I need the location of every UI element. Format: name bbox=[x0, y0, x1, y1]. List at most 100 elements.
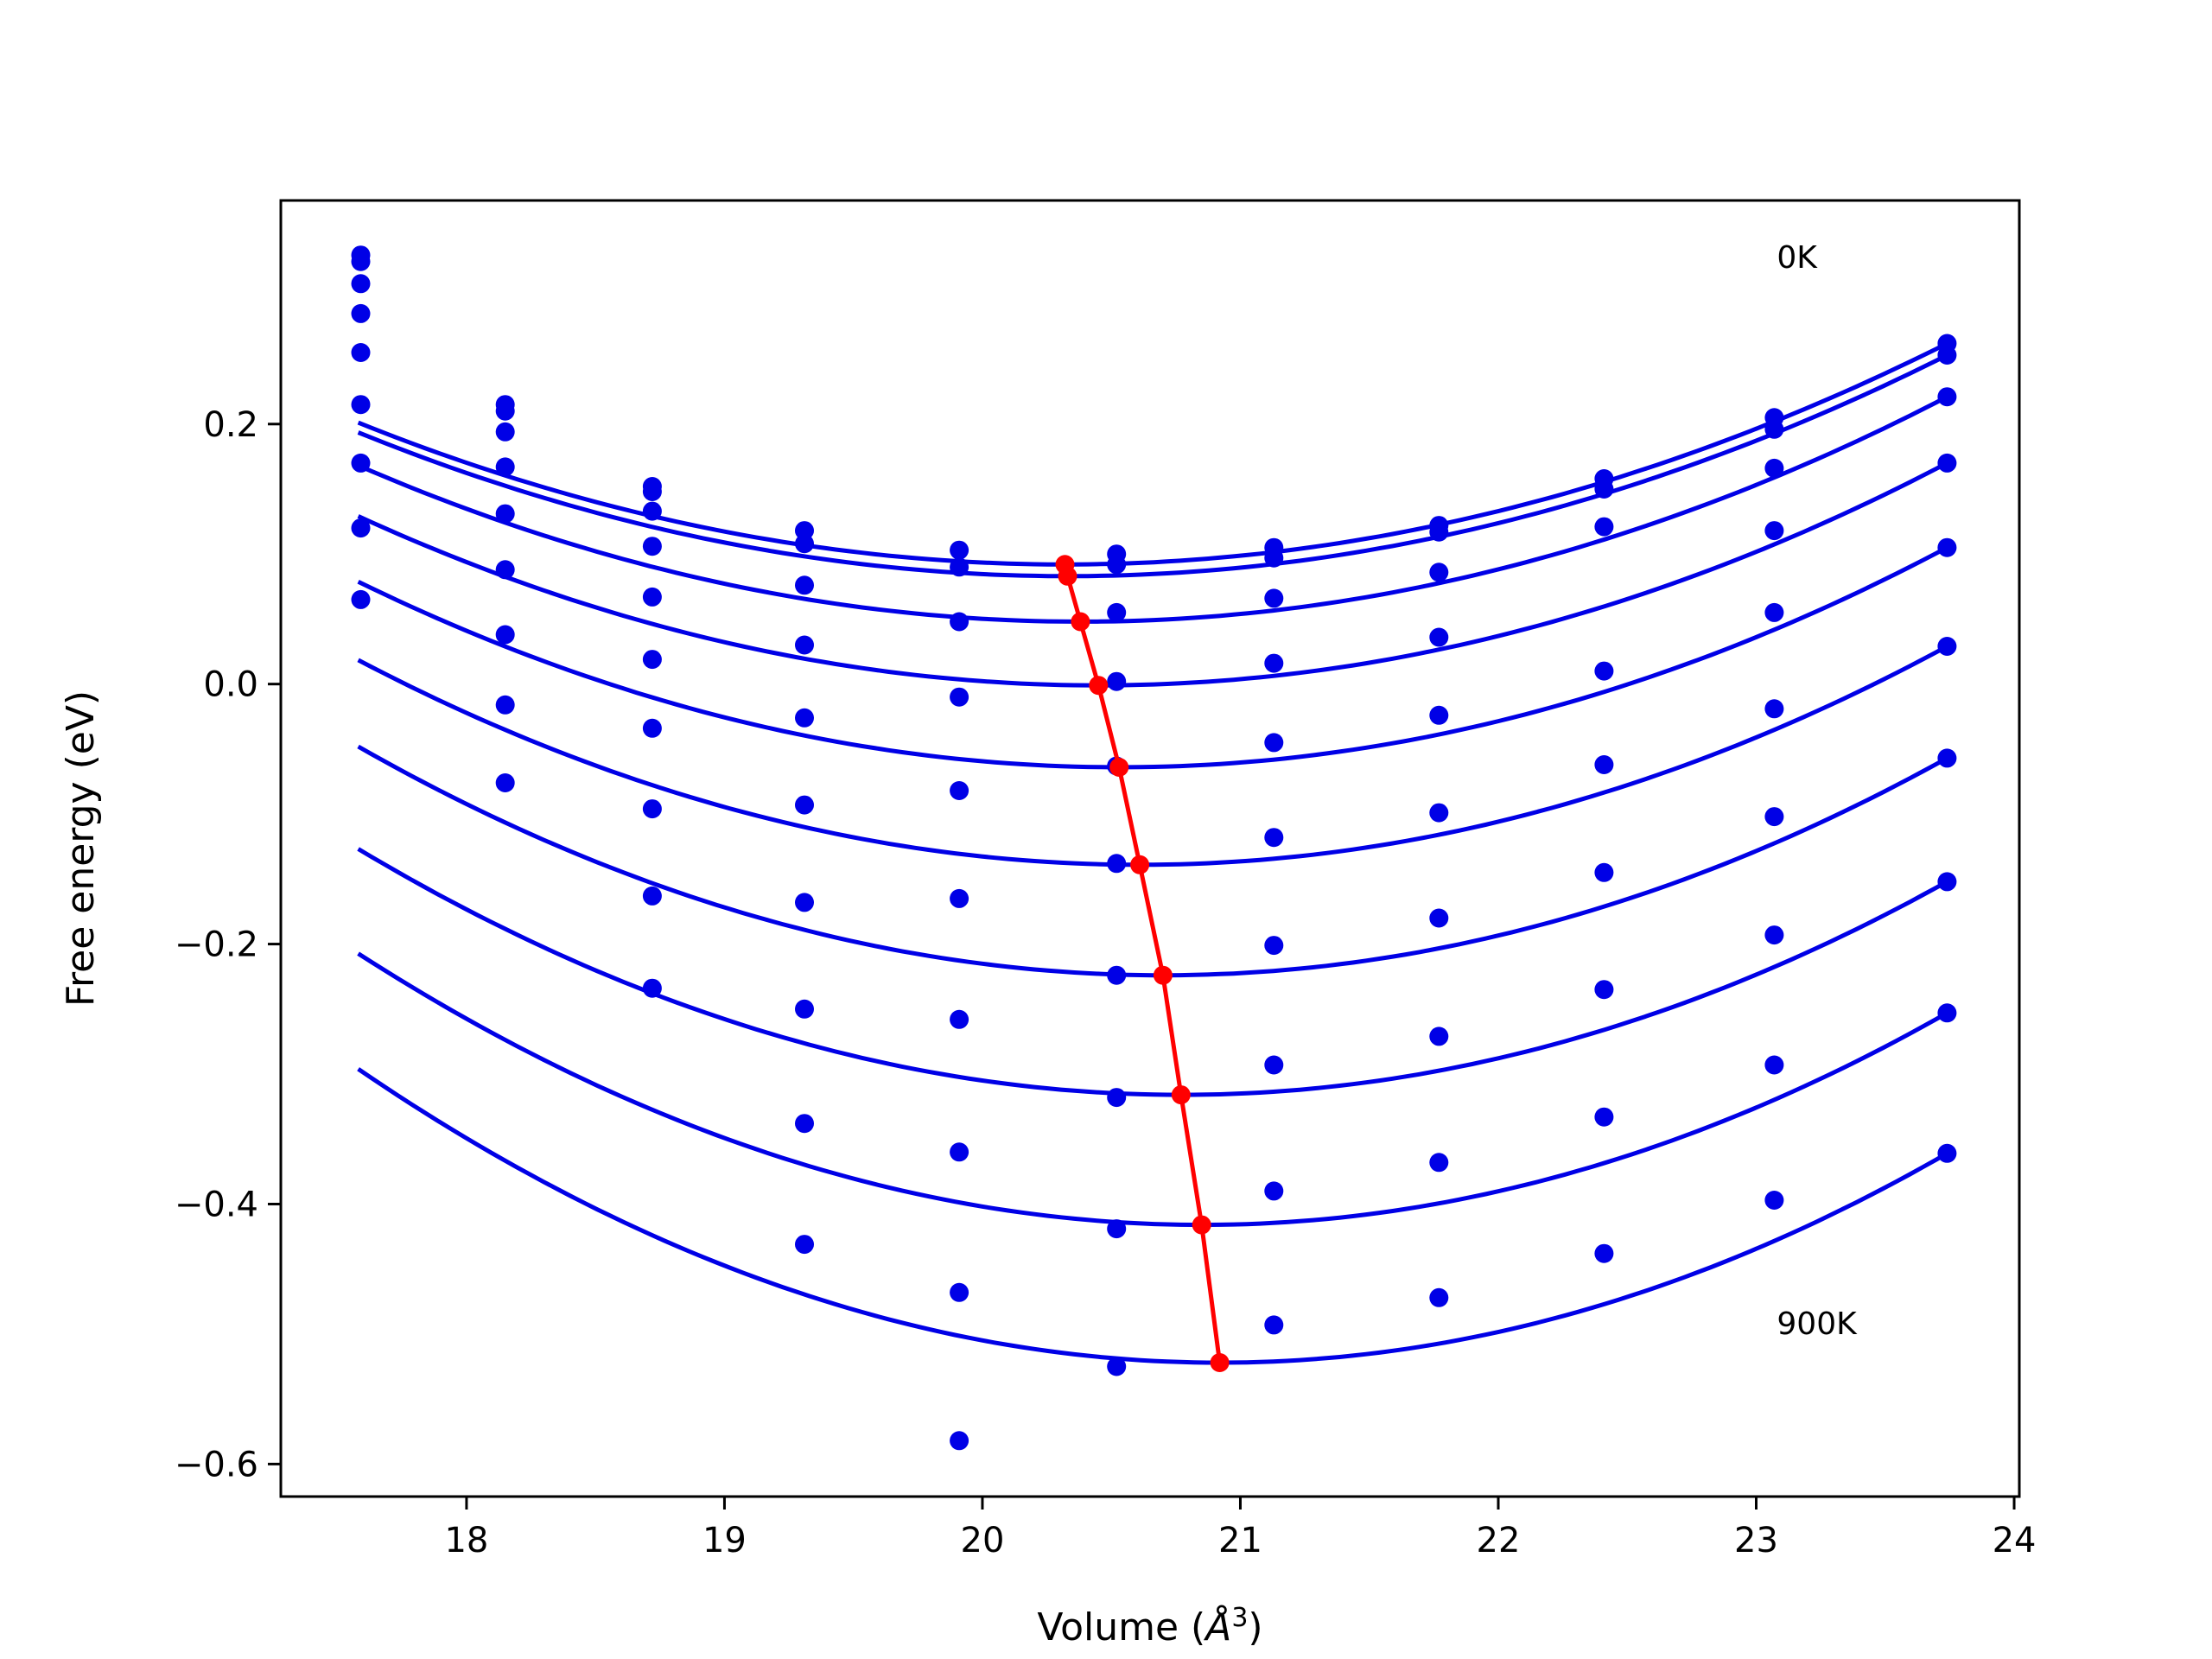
data-point bbox=[1764, 699, 1784, 719]
fit-curve-9 bbox=[357, 1067, 1951, 1365]
data-point bbox=[1264, 548, 1284, 568]
minimum-point bbox=[1153, 965, 1173, 985]
data-point bbox=[1107, 602, 1127, 622]
data-point bbox=[1594, 755, 1614, 774]
data-point bbox=[950, 1431, 969, 1451]
data-point bbox=[1764, 1191, 1784, 1210]
data-point bbox=[1937, 637, 1957, 656]
fit-curve-2 bbox=[357, 393, 1951, 624]
data-point bbox=[1107, 1357, 1127, 1376]
data-point bbox=[1594, 517, 1614, 537]
x-axis-unit-exponent: 3 bbox=[1231, 1603, 1248, 1633]
x-tick-label: 22 bbox=[1477, 1521, 1521, 1560]
data-point bbox=[795, 534, 814, 554]
plot-frame bbox=[279, 199, 2021, 1498]
y-tick-label: −0.6 bbox=[175, 1445, 258, 1484]
data-point bbox=[495, 401, 515, 421]
data-point bbox=[1937, 387, 1957, 407]
data-point bbox=[1764, 602, 1784, 622]
x-axis-unit: Å bbox=[1203, 1604, 1231, 1649]
fit-curve-3 bbox=[357, 460, 1951, 688]
data-point bbox=[495, 625, 515, 645]
data-point bbox=[1937, 346, 1957, 365]
data-points bbox=[351, 245, 1957, 1451]
x-tick-label: 23 bbox=[1734, 1521, 1778, 1560]
data-point bbox=[1264, 1055, 1284, 1075]
data-point bbox=[1594, 1107, 1614, 1127]
data-point bbox=[1937, 453, 1957, 473]
data-point bbox=[1937, 872, 1957, 892]
fit-curve-4 bbox=[357, 543, 1951, 770]
fit-curve-7 bbox=[357, 847, 1951, 1097]
data-point bbox=[1107, 854, 1127, 874]
data-point bbox=[1264, 828, 1284, 848]
data-point bbox=[351, 453, 371, 473]
annotations: 0K 900K bbox=[1777, 240, 1858, 1342]
data-point bbox=[950, 540, 969, 560]
data-point bbox=[1764, 925, 1784, 945]
y-tick-label: 0.2 bbox=[203, 405, 258, 445]
data-point bbox=[1764, 521, 1784, 541]
minimum-line bbox=[1055, 555, 1230, 1372]
data-point bbox=[795, 795, 814, 815]
data-point bbox=[795, 575, 814, 595]
data-point bbox=[950, 557, 969, 577]
data-point bbox=[642, 886, 662, 906]
data-point bbox=[351, 343, 371, 362]
data-point bbox=[1429, 522, 1449, 542]
fit-curve-0 bbox=[357, 340, 1951, 567]
data-point bbox=[1594, 980, 1614, 1000]
data-point bbox=[950, 687, 969, 707]
x-tick-label: 24 bbox=[1993, 1521, 2037, 1560]
data-point bbox=[795, 521, 814, 541]
data-point bbox=[495, 695, 515, 715]
y-tick-label: −0.4 bbox=[175, 1185, 258, 1224]
data-point bbox=[1764, 458, 1784, 478]
data-point bbox=[1594, 1243, 1614, 1263]
data-point bbox=[1264, 733, 1284, 753]
data-point bbox=[1264, 653, 1284, 673]
x-axis-label-text: Volume bbox=[1037, 1605, 1179, 1649]
minimum-path bbox=[1063, 563, 1223, 1363]
data-point bbox=[642, 799, 662, 819]
data-point bbox=[1264, 1315, 1284, 1335]
data-point bbox=[642, 978, 662, 998]
minimum-point bbox=[1058, 566, 1077, 586]
minimum-point bbox=[1109, 758, 1129, 777]
data-point bbox=[1429, 563, 1449, 582]
data-point bbox=[495, 504, 515, 524]
minimum-point bbox=[1071, 612, 1090, 632]
data-point bbox=[1107, 671, 1127, 691]
annotation-0k: 0K bbox=[1777, 240, 1818, 276]
data-point bbox=[1429, 803, 1449, 823]
data-point bbox=[1764, 419, 1784, 439]
data-point bbox=[950, 1142, 969, 1162]
x-tick-label: 20 bbox=[961, 1521, 1005, 1560]
x-axis-label: Volume (Å3) bbox=[1037, 1603, 1262, 1649]
data-point bbox=[495, 773, 515, 792]
data-point bbox=[1107, 1088, 1127, 1108]
data-point bbox=[642, 650, 662, 670]
y-tick-label: 0.0 bbox=[203, 665, 258, 705]
x-tick-label: 21 bbox=[1218, 1521, 1262, 1560]
data-point bbox=[495, 422, 515, 442]
data-point bbox=[1429, 705, 1449, 725]
data-point bbox=[1937, 748, 1957, 768]
data-point bbox=[1429, 1287, 1449, 1307]
data-point bbox=[1937, 1003, 1957, 1023]
annotation-900k: 900K bbox=[1777, 1306, 1858, 1342]
data-point bbox=[1107, 965, 1127, 985]
y-axis-label: Free energy (eV) bbox=[59, 690, 103, 1007]
data-point bbox=[495, 457, 515, 477]
data-point bbox=[642, 501, 662, 521]
data-point bbox=[351, 274, 371, 294]
data-point bbox=[1429, 1027, 1449, 1046]
data-point bbox=[1594, 862, 1614, 882]
data-point bbox=[950, 1009, 969, 1029]
data-point bbox=[1264, 1181, 1284, 1201]
data-point bbox=[1594, 480, 1614, 499]
data-point bbox=[950, 888, 969, 908]
data-point bbox=[795, 999, 814, 1019]
data-point bbox=[950, 781, 969, 800]
fit-curves bbox=[357, 340, 1951, 1365]
